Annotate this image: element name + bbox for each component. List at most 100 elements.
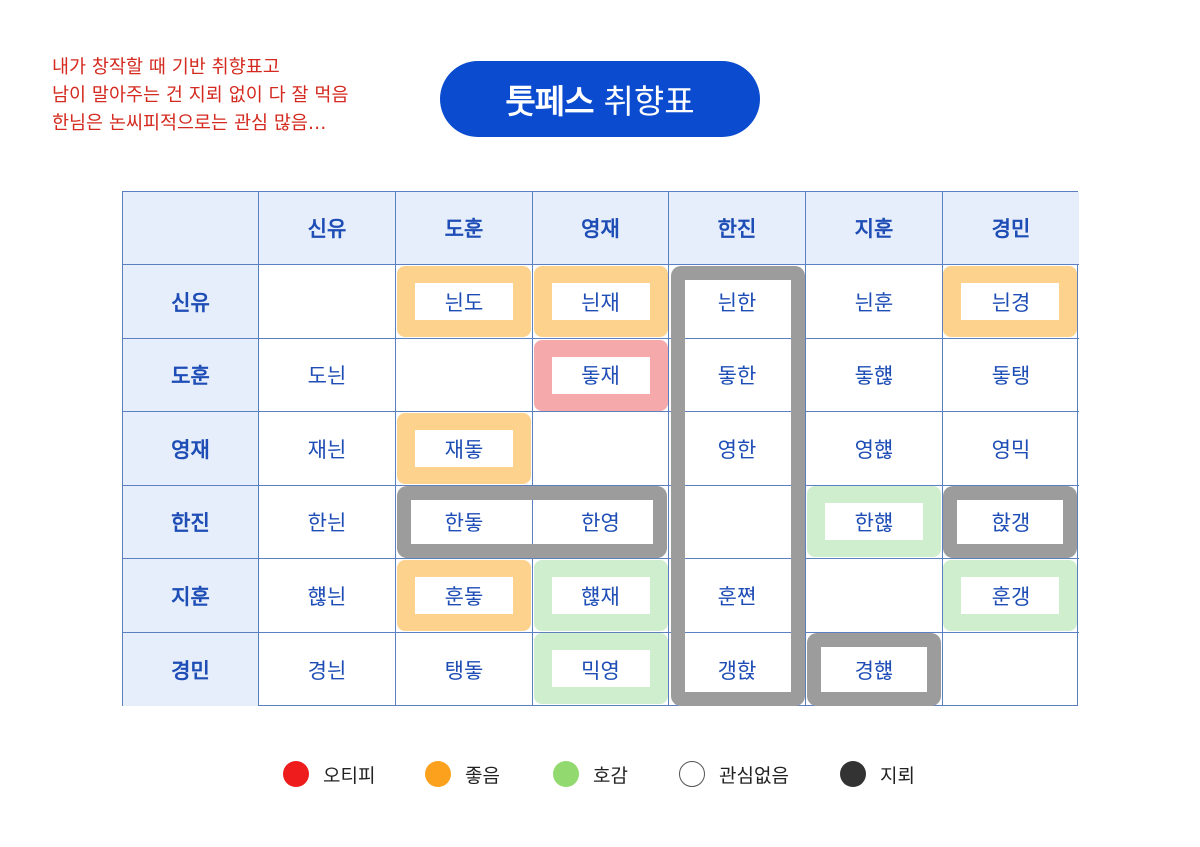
- table-cell: 햲늰: [259, 559, 396, 633]
- pair-label: 갱핝: [717, 658, 757, 683]
- legend: 오티피 좋음 호감 관심없음 지뢰: [0, 758, 1200, 790]
- table-cell: 훈갱: [943, 559, 1079, 633]
- header-label: 도훈: [171, 364, 210, 388]
- note-line: 한님은 논씨피적으로는 관심 많음…: [52, 113, 327, 134]
- legend-dot-icon: [283, 761, 309, 787]
- pair-label: 훈쪈: [717, 584, 757, 609]
- header-label: 경민: [991, 217, 1031, 241]
- highlight-inner: [415, 430, 513, 467]
- pair-label: 도늰: [307, 364, 347, 388]
- pair-label: 재늰: [307, 437, 347, 462]
- pair-label: 돟재: [581, 364, 620, 388]
- table-cell: [533, 412, 669, 486]
- pair-label: 영믹: [991, 437, 1031, 462]
- table-cell: [806, 559, 943, 633]
- table-cell: 한늰: [259, 486, 396, 559]
- pair-label: 늰경: [991, 290, 1031, 315]
- creator-note: 내가 창작할 때 기반 취향표고 남이 말아주는 건 지뢰 없이 다 잘 먹음 …: [52, 54, 348, 138]
- avoid-frame-column: [671, 266, 805, 706]
- table-cell: 영햲: [806, 412, 943, 486]
- pair-label: 돟한: [717, 364, 757, 388]
- pair-label: 한돟: [444, 511, 484, 535]
- table-cell: 영한: [669, 412, 806, 486]
- header-label: 신유: [171, 290, 210, 315]
- corner-cell: [123, 192, 259, 265]
- highlight-inner: [961, 283, 1059, 320]
- header-label: 한진: [171, 511, 210, 535]
- pair-label: 영햲: [854, 437, 894, 462]
- header-label: 지훈: [171, 584, 210, 609]
- pair-label: 햲재: [581, 584, 620, 609]
- table-cell: 믹영: [533, 633, 669, 706]
- highlight-inner: [552, 283, 650, 320]
- note-line: 내가 창작할 때 기반 취향표고: [52, 57, 280, 78]
- table-cell: 햲재: [533, 559, 669, 633]
- table-cell: 훈쪈: [669, 559, 806, 633]
- legend-label: 관심없음: [719, 764, 789, 787]
- header-label: 경민: [171, 658, 210, 683]
- highlight-inner: [552, 577, 650, 614]
- table-cell: [259, 265, 396, 339]
- note-line: 남이 말아주는 건 지뢰 없이 다 잘 먹음: [52, 85, 349, 106]
- table-cell: 늰훈: [806, 265, 943, 339]
- pair-label: 늰도: [444, 290, 484, 315]
- column-header: 경민: [943, 192, 1079, 265]
- pair-label: 경늰: [307, 658, 347, 683]
- table-cell: 돟한: [669, 339, 806, 412]
- pair-label: 늰한: [717, 290, 757, 315]
- row-header: 지훈: [123, 559, 259, 633]
- preference-table: 경햲 갱핝 믹영 탱돟 경늰 경민 훈갱 훈쪈 햲재 훈돟 햲늰 지훈 핝갱 한햲 한영 한돟 한늰 한진 영믹 영햲…: [122, 191, 1079, 706]
- table-cell: 늰경: [943, 265, 1079, 339]
- column-header: 도훈: [396, 192, 533, 265]
- table-cell: 핝갱: [943, 486, 1079, 559]
- table-cell: 재늰: [259, 412, 396, 486]
- highlight-inner: [961, 577, 1059, 614]
- title-light: 취향표: [603, 82, 695, 121]
- legend-dot-icon: [553, 761, 579, 787]
- legend-dot-icon: [840, 761, 866, 787]
- table-cell: 도늰: [259, 339, 396, 412]
- title-bold: 툿페스: [505, 82, 594, 121]
- avoid-frame-cell: [807, 633, 941, 706]
- row-header: 도훈: [123, 339, 259, 412]
- highlight-inner: [552, 357, 650, 394]
- table-cell: 돟탱: [943, 339, 1079, 412]
- legend-dot-icon: [425, 761, 451, 787]
- header-label: 영재: [171, 437, 210, 462]
- column-header: 한진: [669, 192, 806, 265]
- legend-label: 오티피: [323, 764, 376, 787]
- table-cell: 늰한: [669, 265, 806, 339]
- row-header: 한진: [123, 486, 259, 559]
- pair-label: 탱돟: [444, 658, 484, 683]
- table-cell: 경햲: [806, 633, 943, 706]
- header-label: 신유: [307, 217, 347, 241]
- header-label: 영재: [581, 217, 620, 241]
- header-label: 한진: [717, 217, 757, 241]
- pair-label: 경햲: [854, 658, 894, 683]
- table-cell: 탱돟: [396, 633, 533, 706]
- table-cell: 한돟: [396, 486, 533, 559]
- table-cell: 돟햲: [806, 339, 943, 412]
- avoid-frame-row: [397, 486, 667, 558]
- pair-label: 훈갱: [991, 584, 1031, 609]
- row-header: 신유: [123, 265, 259, 339]
- table-cell: 영믹: [943, 412, 1079, 486]
- pair-label: 한늰: [307, 511, 347, 535]
- legend-item: 지뢰: [840, 758, 915, 790]
- table-cell: 한영: [533, 486, 669, 559]
- table-cell: 경늰: [259, 633, 396, 706]
- pair-label: 늰훈: [854, 290, 894, 315]
- pair-label: 햲늰: [307, 584, 347, 609]
- table-cell: 늰재: [533, 265, 669, 339]
- pair-label: 늰재: [581, 290, 620, 315]
- highlight-inner: [415, 283, 513, 320]
- column-header: 지훈: [806, 192, 943, 265]
- highlight-inner: [825, 503, 923, 540]
- table-cell: 갱핝: [669, 633, 806, 706]
- legend-item: 관심없음: [679, 758, 789, 790]
- pair-label: 훈돟: [444, 584, 484, 609]
- column-header: 신유: [259, 192, 396, 265]
- avoid-frame-cell: [943, 486, 1077, 558]
- legend-label: 지뢰: [880, 764, 915, 787]
- table-cell: 돟재: [533, 339, 669, 412]
